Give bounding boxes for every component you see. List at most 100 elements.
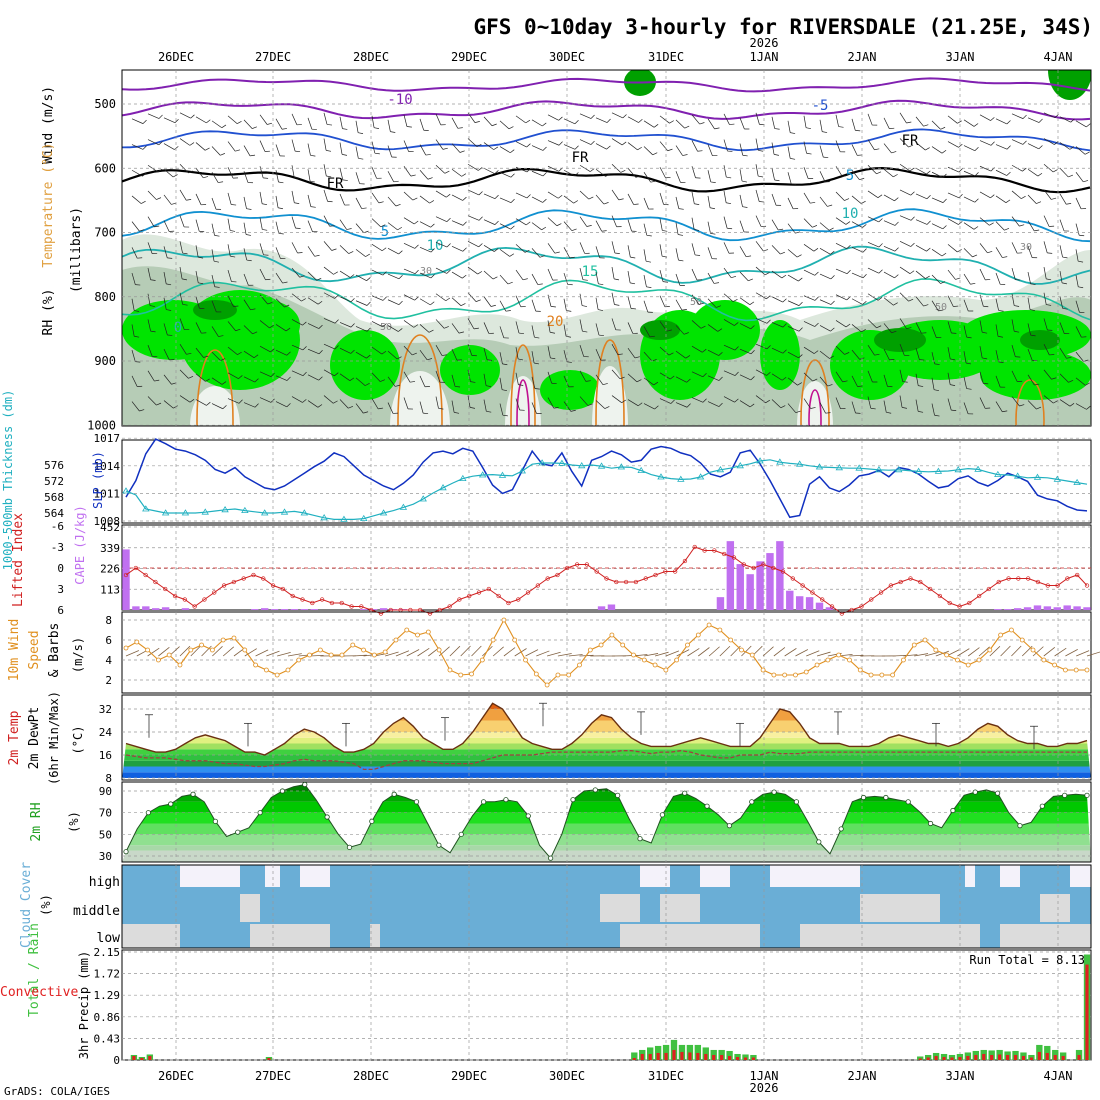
cloud-high-gap — [265, 865, 280, 887]
thickness-point — [875, 466, 883, 473]
upper-wind-barb-flag — [601, 230, 607, 232]
upper-wind-barb — [611, 395, 622, 403]
isotherm-label: 10 — [842, 206, 859, 222]
upper-wind-barb-flag — [790, 132, 796, 134]
lifted-index-point — [741, 562, 746, 567]
thickness-point — [300, 509, 309, 516]
upper-wind-barb-flag — [302, 346, 307, 351]
upper-wind-barb-flag — [302, 399, 307, 403]
lifted-index-point — [486, 586, 491, 592]
upper-wind-barb — [739, 169, 743, 182]
upper-wind-barb-flag — [1034, 383, 1040, 386]
upper-wind-barb — [1027, 117, 1040, 123]
upper-wind-barb — [515, 141, 527, 148]
upper-wind-barb — [483, 270, 494, 280]
upper-wind-barb-flag — [942, 225, 947, 230]
upper-wind-barb — [867, 344, 875, 356]
lifted-index-point — [310, 600, 315, 606]
upper-wind-barb-flag — [781, 274, 787, 279]
upper-wind-barb-flag — [326, 175, 332, 178]
upper-wind-barb — [163, 297, 167, 310]
upper-wind-barb-flag — [441, 354, 447, 356]
upper-wind-barb-flag — [334, 319, 339, 324]
upper-wind-barb-flag — [574, 172, 579, 177]
upper-wind-barb — [163, 348, 170, 361]
upper-wind-barb-flag — [262, 229, 268, 231]
dry-column — [505, 376, 541, 426]
upper-wind-barb-flag — [462, 247, 467, 252]
lifted-index-line — [125, 546, 1088, 615]
upper-wind-barb — [355, 326, 368, 332]
upper-wind-barb — [867, 113, 873, 126]
temp-tick-label: 24 — [99, 726, 113, 739]
upper-wind-barb — [211, 120, 223, 129]
upper-wind-barb — [483, 193, 496, 199]
upper-wind-barb-flag — [250, 154, 256, 157]
lifted-index-point — [457, 597, 462, 602]
upper-wind-barb — [147, 164, 159, 173]
upper-wind-barb-flag — [766, 295, 771, 300]
upper-wind-barb-flag — [1036, 406, 1042, 410]
upper-wind-barb-flag — [766, 345, 771, 350]
upper-wind-barb-flag — [613, 278, 620, 281]
upper-wind-barb-flag — [614, 304, 620, 306]
upper-wind-barb — [563, 350, 568, 362]
upper-wind-barb-flag — [681, 309, 687, 311]
rh-point — [860, 794, 867, 801]
upper-wind-barb-flag — [654, 405, 659, 410]
upper-wind-barb — [595, 271, 599, 284]
rh-contour-label: 30 — [1020, 242, 1032, 253]
upper-wind-barb-flag — [139, 229, 145, 232]
upper-wind-barb-flag — [700, 325, 706, 329]
upper-wind-barb — [675, 376, 687, 383]
upper-wind-barb-flag — [294, 202, 300, 204]
rh-point — [436, 842, 442, 848]
upper-wind-barb — [947, 269, 956, 280]
upper-wind-barb-flag — [878, 243, 883, 248]
upper-wind-barb-flag — [393, 180, 399, 183]
upper-wind-barb — [995, 350, 999, 362]
upper-wind-barb — [851, 221, 863, 228]
upper-wind-barb — [643, 197, 649, 210]
upper-wind-barb — [611, 369, 621, 380]
upper-wind-barb — [1075, 120, 1087, 128]
surface-wind-barb — [741, 645, 752, 657]
wind-speed-point — [771, 672, 777, 678]
upper-wind-barb-flag — [1022, 167, 1027, 172]
upper-wind-barb — [1059, 296, 1064, 309]
cape-bar — [716, 597, 725, 610]
upper-wind-barb — [803, 218, 813, 228]
upper-wind-barb-flag — [188, 170, 194, 174]
upper-wind-barb — [259, 243, 264, 255]
upper-wind-barb-flag — [630, 282, 636, 285]
upper-wind-barb — [947, 218, 959, 225]
upper-wind-barb — [627, 142, 638, 151]
upper-wind-barb-flag — [366, 354, 371, 359]
lifted-index-point — [339, 600, 344, 606]
upper-wind-barb-flag — [301, 298, 306, 302]
upper-wind-barb — [195, 219, 200, 232]
upper-wind-barb-flag — [166, 309, 172, 311]
upper-wind-barb — [931, 377, 935, 390]
upper-wind-barb-flag — [686, 378, 691, 383]
precip-tick-label: 0.43 — [94, 1032, 121, 1045]
upper-wind-barb-flag — [974, 172, 979, 177]
upper-wind-barb-flag — [334, 294, 339, 299]
cape-bar — [815, 602, 824, 610]
upper-wind-barb-flag — [174, 146, 179, 150]
upper-wind-barb-flag — [1005, 199, 1011, 203]
upper-wind-barb — [355, 146, 359, 159]
surface-wind-barb — [967, 647, 980, 657]
upper-wind-barb — [307, 271, 317, 281]
upper-wind-barb — [179, 189, 187, 201]
upper-wind-barb — [163, 117, 176, 124]
upper-wind-barb-flag — [732, 298, 738, 302]
surface-wind-barb — [557, 653, 572, 657]
upper-wind-barb-flag — [507, 281, 513, 285]
thickness-tick-label: 568 — [44, 491, 64, 504]
lifted-index-point — [761, 562, 766, 567]
upper-wind-barb-flag — [665, 176, 671, 179]
cape-bar — [726, 541, 735, 610]
upper-wind-barb-flag — [798, 301, 803, 306]
